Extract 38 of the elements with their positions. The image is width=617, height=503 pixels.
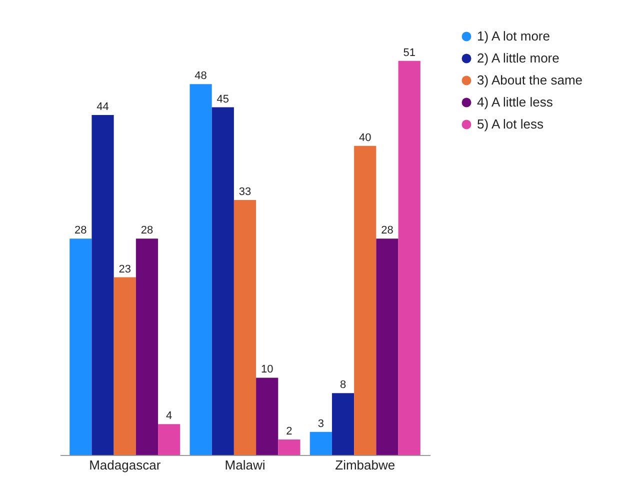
data-label: 23 xyxy=(118,263,131,276)
data-label: 40 xyxy=(359,132,372,144)
bar xyxy=(114,277,136,455)
bar xyxy=(310,432,332,455)
data-label: 3 xyxy=(318,418,324,430)
legend-label: 1) A lot more xyxy=(477,28,550,44)
data-label: 45 xyxy=(216,93,230,106)
data-label: 51 xyxy=(403,46,416,59)
bar xyxy=(256,378,278,455)
bar xyxy=(212,107,234,455)
data-label: 10 xyxy=(260,364,274,376)
data-label: 8 xyxy=(340,379,346,392)
x-tick-label: Malawi xyxy=(224,458,266,472)
bar xyxy=(278,440,300,455)
bar xyxy=(190,84,212,455)
x-tick-label: Zimbabwe xyxy=(335,458,396,472)
bar xyxy=(398,60,420,455)
bar xyxy=(354,146,376,455)
data-label: 33 xyxy=(238,186,252,198)
bar xyxy=(332,393,354,455)
x-tick-label: Madagascar xyxy=(89,458,162,472)
bar xyxy=(136,238,158,455)
legend-label: 3) About the same xyxy=(477,72,583,88)
legend-label: 2) A little more xyxy=(477,50,560,66)
bar xyxy=(70,238,92,455)
bar xyxy=(376,238,398,455)
data-label: 28 xyxy=(140,224,154,237)
data-label: 44 xyxy=(96,101,109,113)
bar xyxy=(234,200,256,455)
data-label: 28 xyxy=(74,224,87,237)
data-label: 28 xyxy=(381,224,394,237)
data-label: 48 xyxy=(194,70,207,82)
bar xyxy=(158,424,180,455)
bar xyxy=(92,115,114,455)
legend-label: 5) A lot less xyxy=(477,116,544,132)
data-label: 2 xyxy=(286,426,292,438)
data-label: 4 xyxy=(166,410,172,422)
legend-label: 4) A little less xyxy=(477,94,554,110)
